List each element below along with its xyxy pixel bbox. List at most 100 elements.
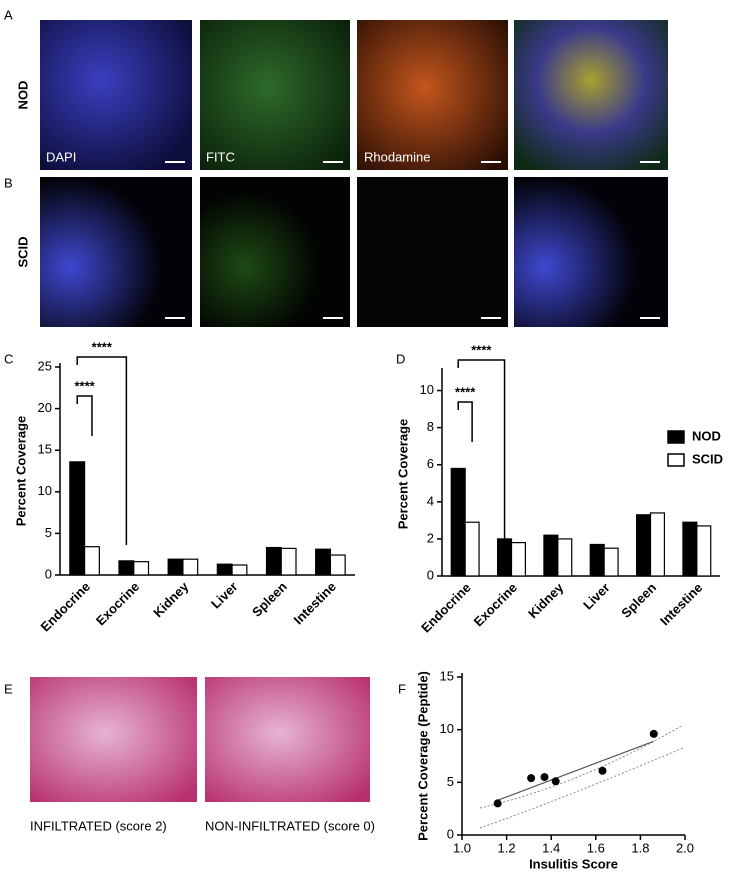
point [540, 773, 549, 782]
x-tick-label: 1.0 [453, 840, 471, 855]
confidence-band [479, 724, 684, 809]
y-axis-label: Percent Coverage [13, 416, 28, 527]
significance-bracket [76, 395, 93, 436]
channel-label: DAPI [46, 149, 76, 164]
bar [167, 558, 184, 576]
legend-swatch [667, 430, 685, 444]
y-tick-label: 5 [45, 525, 52, 540]
image-merge [514, 20, 668, 170]
x-tick-label: 2.0 [676, 840, 694, 855]
y-tick-label: 10 [420, 382, 434, 397]
panel-letter: A [4, 7, 13, 22]
x-tick-label: Spleen [618, 580, 659, 621]
image-histology [30, 677, 197, 802]
significance-label: **** [92, 339, 113, 354]
x-tick-label: Intestine [291, 579, 339, 627]
scale-bars [165, 161, 660, 319]
x-tick-label: Spleen [249, 579, 290, 620]
y-tick-label: 4 [427, 493, 434, 508]
x-tick-label: Liver [580, 580, 613, 613]
image-dapi [40, 20, 192, 170]
legend-swatch [667, 453, 685, 467]
significance-bracket [76, 356, 128, 545]
significance-bracket [457, 401, 473, 442]
x-axis-label: Insulitis Score [529, 856, 618, 871]
caption: INFILTRATED (score 2) [30, 818, 167, 833]
caption: NON-INFILTRATED (score 0) [205, 818, 375, 833]
point [527, 774, 536, 783]
x-tick-label: Intestine [657, 580, 705, 628]
y-tick-label: 0 [427, 567, 434, 582]
y-tick-label: 5 [447, 774, 454, 789]
bar [696, 525, 712, 577]
x-tick-label: Endocrine [418, 580, 474, 636]
bar [231, 564, 248, 576]
panel-letter: F [398, 681, 406, 696]
bar [83, 546, 100, 576]
micro-images [30, 20, 668, 802]
y-tick-label: 2 [427, 530, 434, 545]
point [493, 799, 502, 808]
bar [329, 554, 346, 576]
x-tick-label: Kidney [150, 578, 192, 620]
bar [69, 461, 86, 576]
bar [280, 547, 297, 576]
y-tick-label: 10 [38, 483, 52, 498]
bar [464, 521, 480, 577]
bar [649, 512, 665, 577]
y-tick-label: 10 [440, 721, 454, 736]
significance-label: **** [471, 342, 492, 357]
panel-letter: C [4, 351, 13, 366]
significance-bracket [457, 359, 506, 546]
bar [603, 547, 619, 577]
x-tick-label: Kidney [525, 579, 567, 621]
significance-label: **** [455, 384, 476, 399]
y-tick-label: 15 [38, 442, 52, 457]
bar [557, 538, 573, 577]
bar [510, 542, 526, 577]
image-histology [205, 677, 370, 802]
x-tick-label: 1.2 [498, 840, 516, 855]
point [551, 777, 560, 786]
x-tick-label: Endocrine [38, 579, 94, 635]
panel-letter: B [4, 175, 13, 190]
panel-letter: D [396, 351, 405, 366]
y-tick-label: 6 [427, 456, 434, 471]
x-tick-label: 1.6 [587, 840, 605, 855]
significance-label: **** [74, 378, 95, 393]
channel-label: FITC [206, 149, 235, 164]
image-rhodamine [357, 177, 508, 327]
x-tick-label: 1.8 [631, 840, 649, 855]
point [598, 766, 607, 775]
x-tick-label: Exocrine [471, 580, 520, 629]
bar [315, 548, 332, 576]
bar [682, 521, 698, 577]
bar [216, 563, 233, 576]
y-tick-label: 15 [440, 668, 454, 683]
panel-letter: E [4, 681, 13, 696]
bar [450, 467, 466, 577]
row-label: NOD [15, 81, 30, 110]
bar [635, 514, 652, 577]
y-axis-label: Percent Coverage (Peptide) [415, 671, 430, 841]
x-tick-label: 1.4 [542, 840, 560, 855]
bar [133, 561, 150, 576]
bar [265, 546, 282, 576]
x-tick-label: Liver [208, 579, 241, 612]
bar [118, 560, 135, 576]
image-fitc [200, 177, 350, 327]
bar [589, 543, 605, 577]
image-rhodamine [357, 20, 508, 170]
y-tick-label: 8 [427, 419, 434, 434]
fit-line [497, 740, 654, 801]
y-tick-label: 25 [38, 358, 52, 373]
legend-label: SCID [692, 451, 723, 466]
y-tick-label: 0 [447, 826, 454, 841]
image-fitc [200, 20, 350, 170]
y-tick-label: 0 [45, 566, 52, 581]
bar [182, 558, 199, 576]
point [649, 729, 658, 738]
bar [543, 534, 559, 577]
image-merge [514, 177, 668, 327]
